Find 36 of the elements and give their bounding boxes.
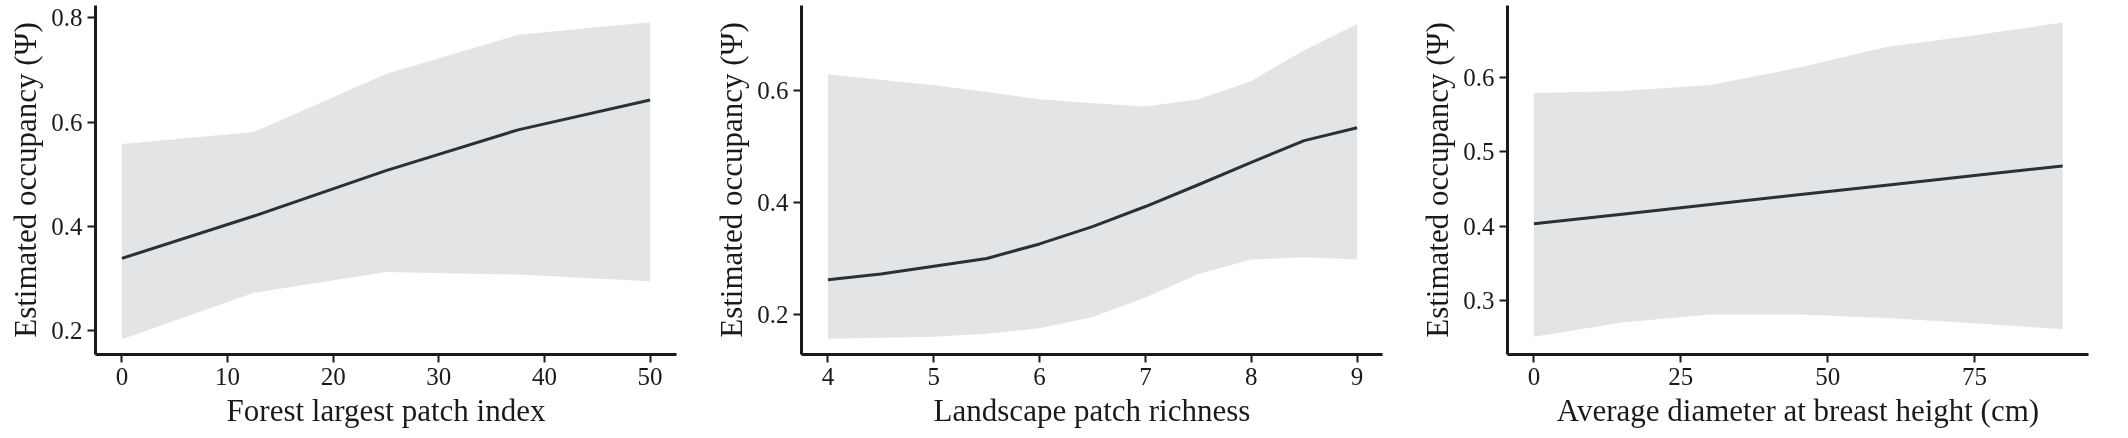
y-tick-label: 0.4 — [51, 213, 83, 240]
y-tick-label: 0.6 — [757, 77, 789, 105]
y-tick-label: 0.4 — [757, 189, 789, 217]
line-series — [1532, 164, 2065, 226]
x-tick-label: 0 — [115, 362, 129, 390]
y-axis-title: Estimated occupancy (Ψ) — [8, 22, 44, 338]
y-tick-label: 0.2 — [51, 317, 83, 345]
y-tick-label: 0.4 — [1463, 212, 1495, 240]
x-tick-label: 10 — [215, 362, 241, 390]
line-series — [826, 126, 1359, 282]
x-tick-label: 9 — [1350, 362, 1364, 390]
x-tick-label: 40 — [531, 362, 557, 390]
y-axis-title: Estimated occupancy (Ψ) — [714, 22, 750, 338]
x-tick-label: 8 — [1245, 362, 1258, 390]
y-tick-label: 0.3 — [1463, 286, 1495, 314]
x-tick-label: 50 — [637, 362, 663, 390]
x-tick-label: 5 — [927, 362, 941, 390]
x-tick-label: 0 — [1527, 362, 1541, 390]
x-tick-label: 20 — [320, 362, 346, 390]
line-series — [120, 98, 652, 260]
x-axis-title: Average diameter at breast height (cm) — [1556, 392, 2040, 428]
x-tick-label: 7 — [1139, 362, 1152, 390]
x-tick-label: 75 — [1962, 362, 1988, 390]
y-tick-label: 0.8 — [51, 4, 83, 32]
x-tick-label: 25 — [1668, 362, 1694, 390]
x-tick-label: 30 — [426, 362, 452, 390]
y-axis-title: Estimated occupancy (Ψ) — [1420, 22, 1456, 338]
y-tick-label: 0.5 — [1463, 138, 1495, 166]
x-axis-title: Landscape patch richness — [933, 392, 1251, 428]
x-axis-title: Forest largest patch index — [226, 392, 546, 428]
y-tick-label: 0.2 — [757, 300, 789, 328]
y-tick-label: 0.6 — [1463, 64, 1495, 92]
x-tick-label: 50 — [1815, 362, 1841, 390]
x-tick-label: 6 — [1033, 362, 1046, 390]
x-tick-label: 4 — [821, 362, 835, 390]
y-tick-label: 0.6 — [51, 108, 83, 136]
